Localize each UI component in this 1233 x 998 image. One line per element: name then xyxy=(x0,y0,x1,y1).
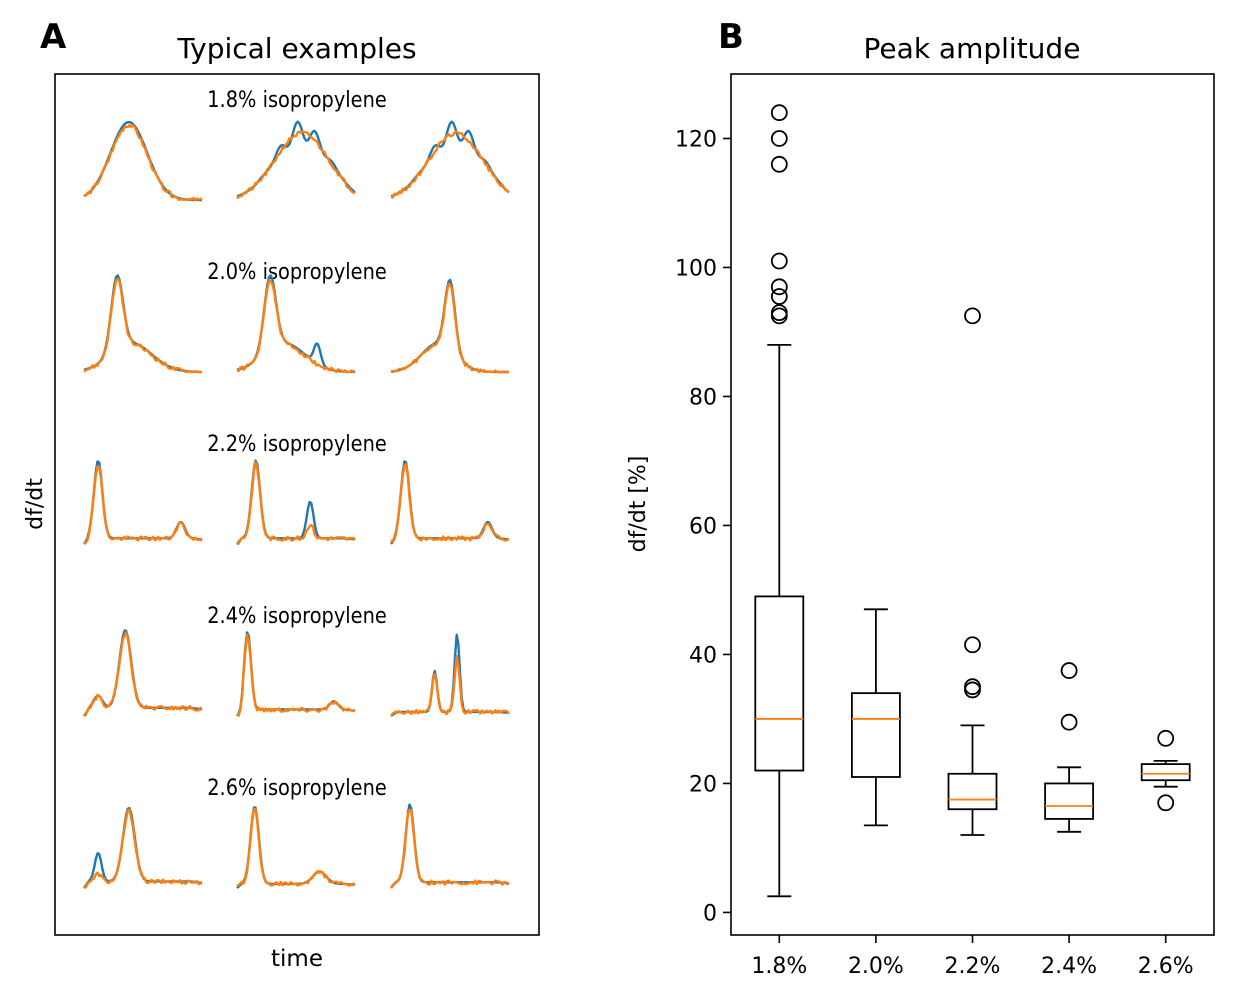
x-tick-label: 2.0% xyxy=(848,954,904,979)
trace-line-orange xyxy=(236,130,356,200)
x-tick-label: 2.2% xyxy=(945,954,1001,979)
x-tick-label: 2.6% xyxy=(1138,954,1194,979)
outlier-point xyxy=(1157,794,1175,812)
trace-line-orange xyxy=(83,465,203,545)
outlier-point xyxy=(770,252,788,270)
trace-line-blue xyxy=(83,121,202,202)
outlier-point xyxy=(770,104,788,122)
outlier-point xyxy=(1060,713,1078,731)
trace-line-blue xyxy=(390,120,510,198)
panel-a: A Typical examples time df/dt 1.8% isopr… xyxy=(23,17,540,972)
trace-group: 1.8% isopropylene xyxy=(83,87,510,202)
panel-b-x-axis: 1.8% 2.0% 2.2% 2.4% 2.6% xyxy=(751,935,1194,979)
trace-line-orange xyxy=(389,463,510,544)
trace-line-orange xyxy=(83,631,203,718)
trace-line-blue xyxy=(83,629,203,717)
panel-b-ylabel: df/dt [%] xyxy=(626,456,651,553)
y-tick-label: 60 xyxy=(689,514,717,539)
outlier-point xyxy=(1060,662,1078,679)
y-tick-label: 20 xyxy=(689,772,717,797)
outlier-point xyxy=(770,278,788,296)
panel-b-title: Peak amplitude xyxy=(864,32,1081,65)
box-iqr xyxy=(754,595,805,772)
trace-line-orange xyxy=(236,807,356,888)
trace-line-orange xyxy=(83,808,203,889)
y-tick-label: 40 xyxy=(689,643,717,668)
box-2.2% xyxy=(947,307,998,836)
outlier-point xyxy=(964,681,981,699)
box-2.0% xyxy=(851,608,901,827)
trace-group: 2.2% isopropylene xyxy=(83,431,510,546)
box-2.4% xyxy=(1044,662,1094,833)
trace-group-label: 2.4% isopropylene xyxy=(207,603,387,628)
trace-group: 2.4% isopropylene xyxy=(83,603,510,718)
trace-line-orange xyxy=(236,633,356,717)
box-iqr xyxy=(851,692,901,778)
outlier-point xyxy=(770,304,788,322)
trace-line-blue xyxy=(390,278,509,374)
outlier-point xyxy=(770,130,788,147)
y-tick-label: 120 xyxy=(675,127,717,152)
outlier-point xyxy=(1157,729,1175,747)
panel-b: B Peak amplitude df/dt [%] 0 20 40 60 80 100 1… xyxy=(626,17,1215,979)
trace-line-orange xyxy=(389,808,510,889)
outlier-point xyxy=(964,678,981,696)
trace-line-blue xyxy=(390,460,510,545)
trace-group-label: 2.6% isopropylene xyxy=(207,775,387,800)
x-tick-label: 1.8% xyxy=(751,954,807,979)
panel-a-xlabel: time xyxy=(271,946,323,972)
trace-group: 2.6% isopropylene xyxy=(83,775,510,889)
panel-b-y-axis: 0 20 40 60 80 100 120 xyxy=(675,127,731,926)
trace-line-orange xyxy=(390,130,510,199)
box-iqr xyxy=(1044,782,1094,820)
panel-b-frame xyxy=(730,73,1215,936)
panel-b-letter: B xyxy=(718,17,744,57)
trace-line-orange xyxy=(390,282,509,374)
panel-a-letter: A xyxy=(40,17,67,57)
outlier-point xyxy=(964,636,981,654)
panel-b-boxes xyxy=(754,104,1191,898)
panel-a-title: Typical examples xyxy=(176,32,416,65)
panel-a-frame xyxy=(54,73,540,936)
outlier-point xyxy=(770,307,788,325)
trace-line-blue xyxy=(390,633,510,717)
panel-a-trace-groups: 1.8% isopropylene 2.0% isopropylene 2.2% i… xyxy=(83,87,510,889)
trace-line-orange xyxy=(389,654,510,717)
trace-line-blue xyxy=(236,806,356,889)
y-tick-label: 0 xyxy=(703,901,717,926)
trace-line-orange xyxy=(236,460,356,546)
outlier-point xyxy=(964,307,981,325)
y-tick-label: 80 xyxy=(689,385,717,410)
trace-group: 2.0% isopropylene xyxy=(83,259,509,374)
box-iqr xyxy=(947,772,998,811)
y-tick-label: 100 xyxy=(675,256,717,281)
panel-a-ylabel: df/dt xyxy=(23,478,48,530)
trace-line-orange xyxy=(237,279,356,374)
trace-line-orange xyxy=(83,123,203,202)
trace-group-label: 2.0% isopropylene xyxy=(207,259,387,284)
box-1.8% xyxy=(754,104,805,898)
trace-group-label: 1.8% isopropylene xyxy=(207,87,387,112)
trace-group-label: 2.2% isopropylene xyxy=(207,431,387,456)
x-tick-label: 2.4% xyxy=(1041,954,1097,979)
outlier-point xyxy=(770,288,788,305)
outlier-point xyxy=(770,155,788,173)
box-2.6% xyxy=(1140,729,1191,812)
box-iqr xyxy=(1140,763,1191,782)
trace-line-orange xyxy=(83,277,203,374)
